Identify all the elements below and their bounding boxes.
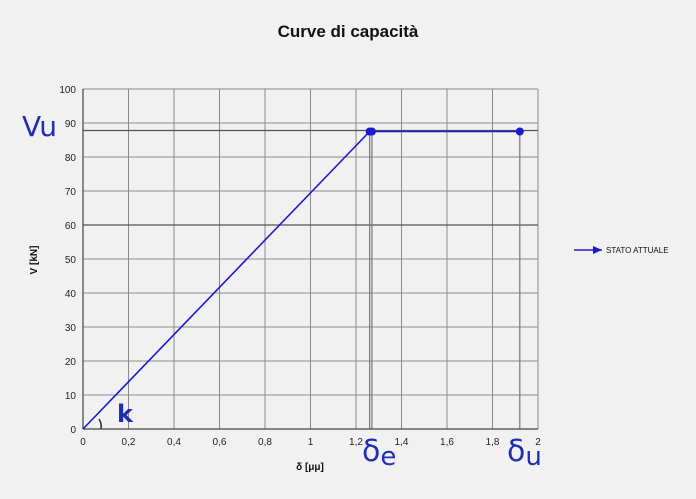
- y-axis-label: V [kN]: [29, 246, 40, 275]
- chart-title: Curve di capacità: [277, 22, 419, 41]
- delta-e-symbol: δ: [362, 434, 380, 469]
- legend: STATO ATTUALE: [574, 246, 669, 255]
- y-tick-label: 100: [59, 85, 76, 96]
- vu-annotation: Vu: [22, 110, 57, 143]
- delta-u-symbol: δ: [507, 434, 525, 469]
- y-tick-label: 10: [65, 391, 77, 402]
- delta-e-subscript: e: [380, 442, 396, 472]
- series-line: [82, 130, 520, 430]
- x-tick-label: 0: [80, 437, 86, 448]
- tick-labels: 0 0,2 0,4 0,6 0,8 1 1,2 1,4 1,6 1,8 20102030405060…: [59, 85, 541, 448]
- legend-label: STATO ATTUALE: [606, 246, 669, 255]
- y-tick-label: 70: [65, 187, 77, 198]
- delta-u-annotation: δu: [507, 434, 542, 472]
- x-tick-label: 1,2: [349, 437, 363, 448]
- x-tick-label: 1,6: [440, 437, 454, 448]
- x-tick-label: 0,8: [258, 437, 272, 448]
- x-tick-label: 2: [535, 437, 541, 448]
- data-point: [367, 127, 376, 136]
- x-axis-label: δ [μμ]: [296, 462, 324, 473]
- y-tick-label: 50: [65, 255, 77, 266]
- x-tick-label: 0,4: [167, 437, 181, 448]
- x-tick-label: 0,6: [213, 437, 227, 448]
- series-layer: [82, 127, 524, 430]
- k-annotation: k: [117, 400, 134, 428]
- y-tick-label: 20: [65, 357, 77, 368]
- reference-lines: [83, 129, 538, 429]
- data-point: [515, 127, 524, 136]
- delta-u-subscript: u: [525, 442, 541, 472]
- y-tick-label: 80: [65, 153, 77, 164]
- y-tick-label: 40: [65, 289, 77, 300]
- legend-arrow-marker: [593, 246, 602, 254]
- y-tick-label: 0: [70, 425, 76, 436]
- slope-angle-arc: [98, 418, 103, 430]
- axes: [82, 89, 538, 430]
- x-tick-label: 1: [308, 437, 314, 448]
- y-tick-label: 60: [65, 221, 77, 232]
- delta-e-annotation: δe: [362, 434, 396, 472]
- y-tick-label: 30: [65, 323, 77, 334]
- x-tick-label: 1,8: [486, 437, 500, 448]
- grid-layer: [82, 88, 539, 430]
- y-tick-label: 90: [65, 119, 77, 130]
- x-tick-label: 1,4: [395, 437, 409, 448]
- x-tick-label: 0,2: [122, 437, 136, 448]
